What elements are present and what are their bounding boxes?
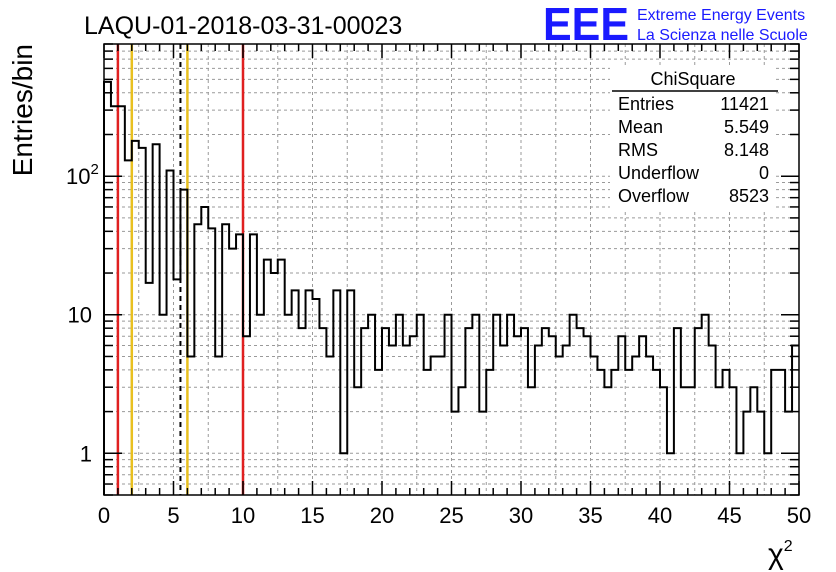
y-tick-label: 1 (80, 441, 92, 466)
stats-value: 0 (759, 163, 769, 183)
x-axis-label-symbol: χ (768, 538, 784, 571)
stats-value: 8.148 (724, 140, 769, 160)
y-tick-label: 10 (68, 303, 92, 328)
eee-logo-line2: La Scienza nelle Scuole (637, 27, 808, 44)
x-tick-label: 30 (509, 503, 533, 528)
stats-label: Mean (618, 117, 663, 137)
stats-box-background (610, 66, 776, 210)
x-tick-label: 5 (167, 503, 179, 528)
stats-value: 5.549 (724, 117, 769, 137)
x-tick-label: 0 (98, 503, 110, 528)
stats-box: ChiSquare Entries 11421 Mean 5.549 RMS 8.148 U… (610, 66, 778, 210)
x-axis-label-exponent: 2 (784, 538, 793, 555)
x-tick-label: 25 (439, 503, 463, 528)
stats-rows: Entries 11421 Mean 5.549 RMS 8.148 Underflow 0 O… (618, 94, 769, 206)
x-axis-ticks: 0 5 10 15 20 25 30 35 40 45 50 (98, 44, 811, 528)
eee-logo-line1: Extreme Energy Events (637, 7, 805, 24)
x-tick-label: 15 (300, 503, 324, 528)
x-tick-label: 20 (370, 503, 394, 528)
eee-logo-mark: EEE (543, 0, 629, 50)
stats-value: 11421 (720, 94, 769, 114)
y-tick-label: 102 (66, 161, 99, 189)
stats-label: Overflow (618, 186, 690, 206)
stats-label: RMS (618, 140, 658, 160)
histogram-outline (103, 80, 799, 495)
y-axis-ticks: 102 10 1 (66, 43, 799, 496)
x-axis-label: χ2 (768, 538, 793, 571)
x-tick-label: 35 (578, 503, 602, 528)
x-tick-label: 10 (231, 503, 255, 528)
grid (104, 43, 799, 496)
stats-value: 8523 (729, 186, 769, 206)
chart-title: LAQU-01-2018-03-31-00023 (84, 12, 402, 40)
eee-logo: EEE Extreme Energy Events La Scienza nel… (543, 0, 808, 50)
stats-label: Entries (618, 94, 674, 114)
y-axis-label: Entries/bin (7, 44, 38, 176)
x-tick-label: 50 (787, 503, 811, 528)
x-tick-label: 40 (648, 503, 672, 528)
stats-label: Underflow (618, 163, 700, 183)
x-tick-label: 45 (717, 503, 741, 528)
stats-title: ChiSquare (650, 69, 735, 89)
